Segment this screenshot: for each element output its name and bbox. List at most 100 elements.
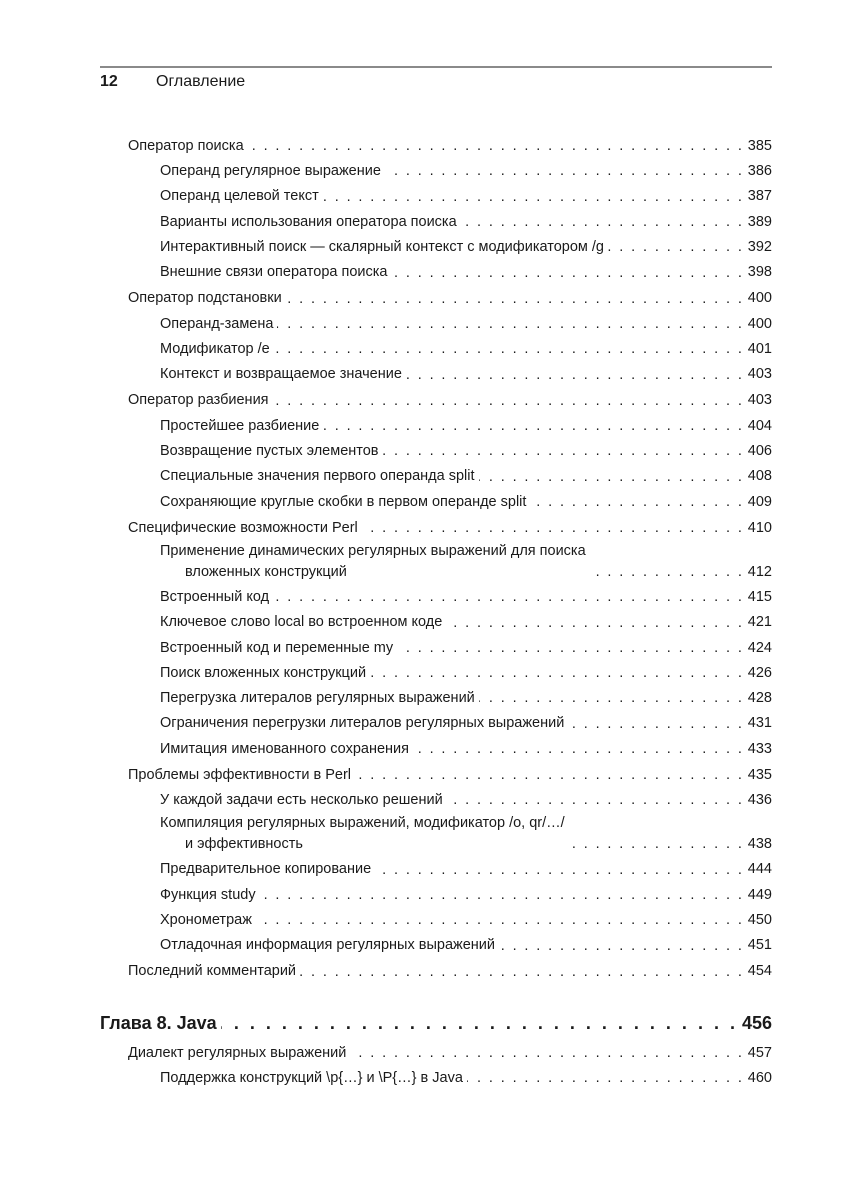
- entry-page: 389: [747, 213, 772, 230]
- dot-leader: [406, 363, 744, 388]
- toc-entry[interactable]: Предварительное копирование 444: [128, 857, 772, 883]
- toc-entry[interactable]: Сохраняющие круглые скобки в первом опер…: [128, 490, 772, 515]
- dot-leader: [397, 636, 744, 661]
- entry-title-text: Оператор разбиения: [128, 392, 269, 409]
- entry-title-text: Специальные значения первого операнда sp…: [160, 468, 475, 485]
- dot-leader: [385, 159, 744, 184]
- entry-title: Операнд целевой текст: [160, 184, 319, 209]
- entry-title-text: Встроенный код: [160, 588, 270, 605]
- entry-title-text: Хронометраж: [160, 912, 252, 928]
- entry-title: Перегрузка литералов регулярных выражени…: [160, 686, 475, 711]
- entry-title-text: Предварительное копирование: [160, 861, 372, 878]
- toc-entry[interactable]: Поддержка конструкций \p{…} и \P{…} в Ja…: [128, 1066, 772, 1091]
- entry-page: 409: [747, 493, 772, 510]
- chapter-title: Глава 8. Java: [100, 1013, 217, 1033]
- toc-entry[interactable]: Имитация именованного сохранения 433: [128, 737, 772, 762]
- entry-page: 403: [747, 392, 772, 409]
- toc-entry[interactable]: У каждой задачи есть несколько решений 43…: [128, 788, 772, 813]
- entry-title: Операнд регулярное выражение: [160, 159, 381, 184]
- toc-entry[interactable]: Хронометраж 450: [128, 908, 772, 933]
- entry-title-text: Варианты использования оператора поиска: [160, 213, 457, 230]
- entry-page: 398: [747, 264, 772, 281]
- toc-entry[interactable]: Варианты использования оператора поиска 3…: [128, 210, 772, 235]
- toc-entry[interactable]: Перегрузка литералов регулярных выражени…: [128, 686, 772, 711]
- entry-page: 431: [747, 715, 772, 732]
- toc-entry[interactable]: Оператор разбиения 403: [128, 388, 772, 414]
- entry-title: Сохраняющие круглые скобки в первом опер…: [160, 490, 526, 515]
- dot-leader: [370, 661, 744, 686]
- toc-entry[interactable]: Проблемы эффективности в Perl 435: [128, 763, 772, 788]
- entry-title: Поиск вложенных конструкций: [160, 661, 366, 686]
- entry-title: Отладочная информация регулярных выражен…: [160, 933, 495, 958]
- entry-title: Компиляция регулярных выражений, модифик…: [160, 813, 565, 857]
- toc-entry[interactable]: Простейшее разбиение 404: [128, 414, 772, 439]
- entry-title: Оператор разбиения: [128, 388, 269, 413]
- entry-title-text: Диалект регулярных выражений: [128, 1044, 347, 1061]
- dot-leader: [273, 585, 744, 610]
- entry-page: 449: [747, 886, 772, 903]
- entry-title-text: Возвращение пустых элементов: [160, 442, 379, 459]
- chapter-page: 456: [741, 1013, 772, 1033]
- entry-page: 403: [747, 366, 772, 383]
- entry-title-text: Поддержка конструкций \p{…} и \P{…} в Ja…: [160, 1070, 463, 1087]
- toc-entry[interactable]: Поиск вложенных конструкций 426: [128, 661, 772, 686]
- toc-entry[interactable]: Оператор поиска 385: [128, 134, 772, 159]
- entry-page: 410: [747, 519, 772, 536]
- entry-title-text: Модификатор /e: [160, 340, 270, 357]
- dot-leader: [391, 261, 743, 286]
- toc-entry[interactable]: Оператор подстановки 400: [128, 286, 772, 312]
- toc-entry[interactable]: Внешние связи оператора поиска 398: [128, 260, 772, 286]
- entry-title: Простейшее разбиение: [160, 414, 319, 439]
- running-title: Оглавление: [156, 73, 246, 90]
- dot-leader: [375, 858, 744, 883]
- dot-leader: [413, 737, 744, 762]
- entry-page: 387: [747, 188, 772, 205]
- entry-page: 444: [747, 861, 772, 878]
- entry-title: Проблемы эффективности в Perl: [128, 763, 351, 788]
- entry-title: Операнд-замена: [160, 312, 273, 337]
- dot-leader: [256, 908, 744, 933]
- entry-title: Встроенный код и переменные my: [160, 636, 393, 661]
- toc-entry[interactable]: Последний комментарий 454: [128, 959, 772, 985]
- toc-entry[interactable]: Диалект регулярных выражений 457: [128, 1041, 772, 1066]
- toc-entry[interactable]: Операнд целевой текст 387: [128, 184, 772, 210]
- dot-leader: [461, 210, 744, 235]
- dot-leader: [323, 185, 744, 210]
- toc-entry[interactable]: Встроенный код 415: [128, 585, 772, 610]
- toc-entry[interactable]: Применение динамических регулярных выраж…: [128, 541, 772, 585]
- entry-title: Возвращение пустых элементов: [160, 439, 379, 464]
- toc-entry[interactable]: Специальные значения первого операнда sp…: [128, 464, 772, 490]
- toc-entry[interactable]: Специфические возможности Perl 410: [128, 516, 772, 541]
- entry-title: Имитация именованного сохранения: [160, 737, 409, 762]
- entry-title: Оператор подстановки: [128, 286, 282, 311]
- entry-title-text: Операнд-замена: [160, 315, 274, 332]
- toc-entry[interactable]: Ключевое слово local во встроенном коде 4…: [128, 610, 772, 636]
- dot-leader: [499, 934, 744, 959]
- entry-title-text: Имитация именованного сохранения: [160, 740, 409, 757]
- entry-title-text: Применение динамических регулярных выраж…: [160, 542, 586, 559]
- toc-entry[interactable]: Функция study 449: [128, 883, 772, 908]
- entry-title: Оператор поиска: [128, 134, 244, 159]
- entry-page: 406: [747, 442, 772, 459]
- entry-page: 451: [747, 937, 772, 954]
- toc-entry[interactable]: Компиляция регулярных выражений, модифик…: [128, 813, 772, 857]
- toc-entry[interactable]: Операнд регулярное выражение 386: [128, 159, 772, 184]
- toc-entry[interactable]: Отладочная информация регулярных выражен…: [128, 933, 772, 959]
- entry-title: Диалект регулярных выражений: [128, 1041, 346, 1066]
- entry-title-text: Ограничения перегрузки литералов регуляр…: [160, 715, 565, 732]
- entry-title-text: Проблемы эффективности в Perl: [128, 766, 352, 783]
- toc-entry[interactable]: Контекст и возвращаемое значение 403: [128, 362, 772, 388]
- toc-entry[interactable]: Возвращение пустых элементов 406: [128, 439, 772, 464]
- toc-entry[interactable]: Интерактивный поиск — скалярный контекст…: [128, 235, 772, 260]
- entry-title-text: У каждой задачи есть несколько решений: [160, 792, 443, 809]
- entry-page: 457: [747, 1044, 772, 1061]
- toc-chapter-entry[interactable]: Глава 8. Java 456: [100, 1010, 772, 1036]
- entry-page: 421: [747, 614, 772, 631]
- dot-leader: [323, 414, 743, 439]
- toc-entry[interactable]: Ограничения перегрузки литералов регуляр…: [128, 711, 772, 737]
- toc-entry[interactable]: Встроенный код и переменные my 424: [128, 636, 772, 661]
- toc-entry[interactable]: Операнд-замена 400: [128, 312, 772, 337]
- entry-page: 424: [747, 639, 772, 656]
- entry-title-continuation: вложенных конструкций: [185, 563, 347, 580]
- toc-entry[interactable]: Модификатор /e 401: [128, 337, 772, 362]
